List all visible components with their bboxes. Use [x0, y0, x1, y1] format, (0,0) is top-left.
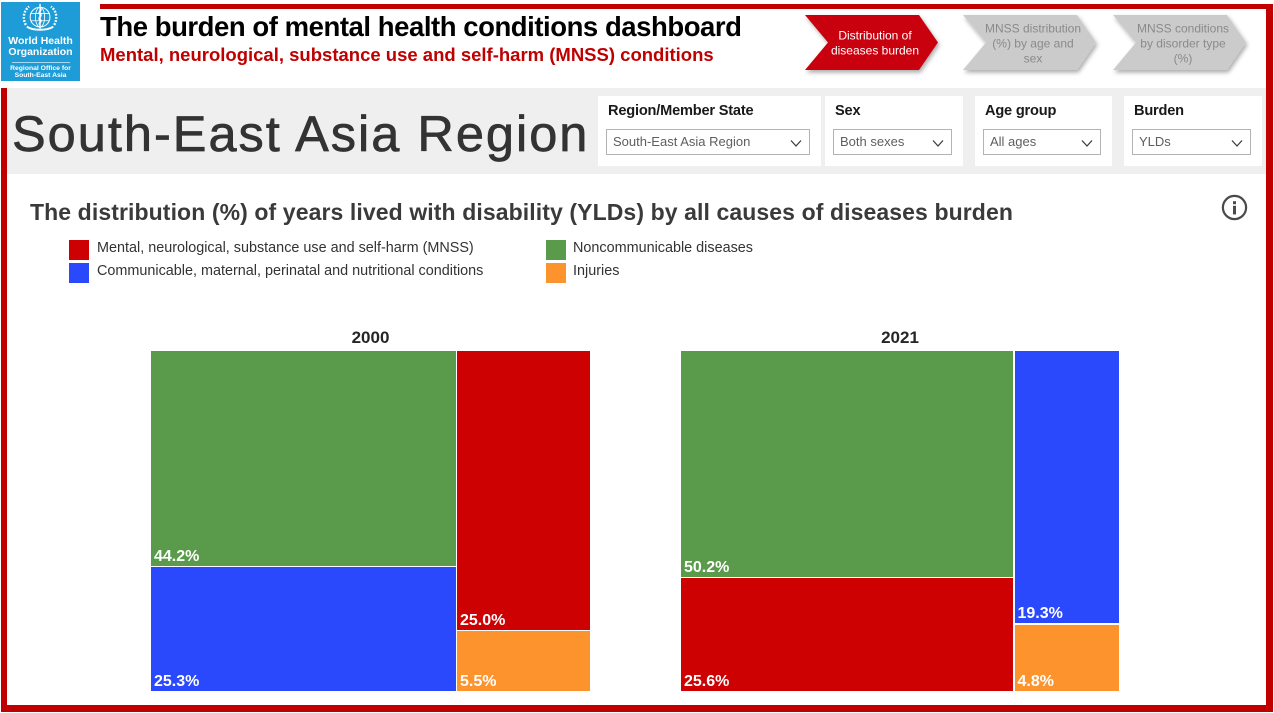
- svg-text:diseases burden: diseases burden: [831, 44, 919, 58]
- svg-text:MNSS distribution: MNSS distribution: [985, 22, 1081, 36]
- svg-text:sex: sex: [1024, 52, 1043, 66]
- svg-text:(%) by age and: (%) by age and: [992, 37, 1073, 51]
- svg-text:(%): (%): [1174, 52, 1193, 66]
- svg-text:by disorder type: by disorder type: [1140, 37, 1226, 51]
- svg-text:Distribution of: Distribution of: [838, 29, 912, 43]
- svg-text:MNSS conditions: MNSS conditions: [1137, 22, 1229, 36]
